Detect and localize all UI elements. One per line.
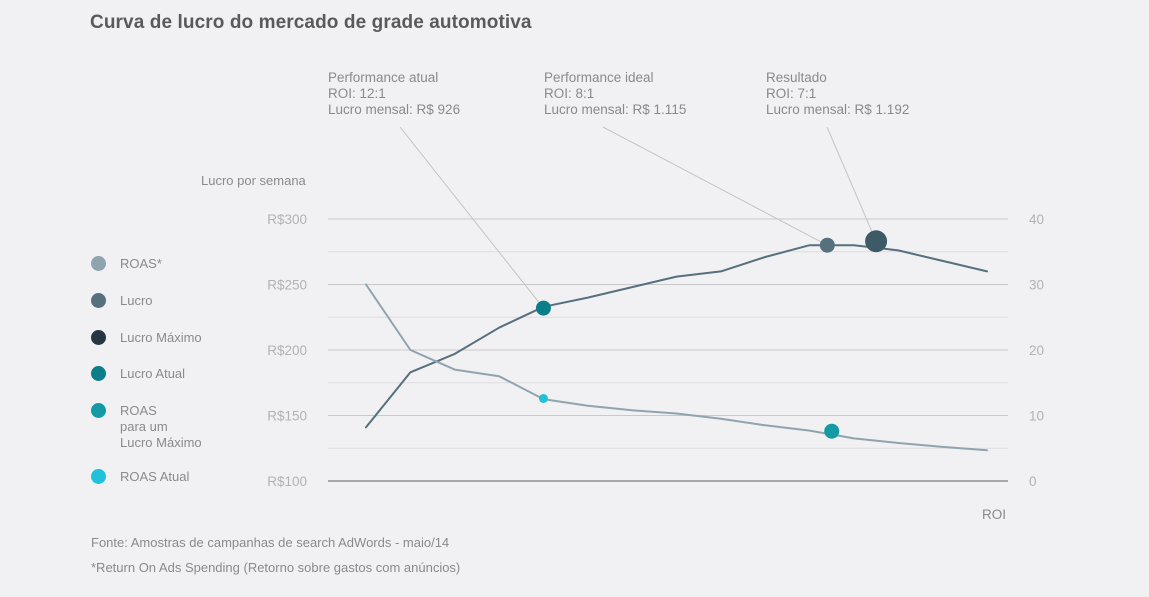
legend-label: Lucro Máximo — [120, 330, 202, 345]
callout-heading: Resultado — [766, 70, 827, 85]
marker-resultado — [865, 230, 888, 253]
y-tick-label-right: 0 — [1029, 474, 1037, 489]
y-tick-label-left: R$150 — [267, 409, 307, 424]
legend-label: ROAS Atual — [120, 469, 190, 484]
callout-performance-ideal: Performance ideal ROI: 8:1 Lucro mensal:… — [544, 70, 686, 118]
series-line-roas — [365, 283, 988, 452]
callout-lucro: Lucro mensal: R$ 926 — [328, 102, 461, 117]
callout-leader-line — [602, 126, 828, 246]
legend-label: Lucro — [120, 293, 153, 308]
callout-leader-line — [826, 126, 877, 242]
y-tick-label-left: R$300 — [267, 212, 307, 227]
legend-label: Lucro Atual — [120, 366, 186, 381]
callout-roi: ROI: 8:1 — [544, 86, 595, 101]
marker-lucro-atual — [535, 300, 551, 316]
y-axis-title: Lucro por semana — [201, 173, 306, 188]
callout-resultado: Resultado ROI: 7:1 Lucro mensal: R$ 1.19… — [766, 70, 909, 118]
y-tick-label-left: R$250 — [267, 278, 307, 293]
y-tick-label-right: 20 — [1029, 343, 1044, 358]
y-tick-label-right: 10 — [1029, 409, 1044, 424]
legend-swatch — [91, 366, 106, 381]
series-line-lucro — [365, 244, 988, 429]
callout-roi: ROI: 7:1 — [766, 86, 817, 101]
marker-roas-atual — [538, 393, 548, 403]
marker-roas-para-um-lucro-maximo — [824, 423, 840, 439]
callout-leader-line — [399, 126, 544, 309]
callout-lucro: Lucro mensal: R$ 1.115 — [544, 102, 687, 117]
y-tick-label-left: R$200 — [267, 343, 307, 358]
legend-label: ROAS* — [120, 256, 162, 271]
marker-lucro-maximo — [819, 237, 835, 253]
callout-heading: Performance ideal — [544, 70, 654, 85]
y-tick-label-right: 40 — [1029, 212, 1044, 227]
legend-label: ROAS para um Lucro Máximo — [120, 403, 202, 450]
y-tick-label-right: 30 — [1029, 278, 1044, 293]
callout-roi: ROI: 12:1 — [328, 86, 386, 101]
legend-swatch — [91, 293, 106, 308]
legend-swatch — [91, 469, 106, 484]
x-axis-title: ROI — [982, 507, 1006, 522]
legend-swatch — [91, 256, 106, 271]
legend-swatch — [91, 330, 106, 345]
callout-performance-atual: Performance atual ROI: 12:1 Lucro mensal… — [328, 70, 460, 118]
y-tick-label-left: R$100 — [267, 474, 307, 489]
callout-lucro: Lucro mensal: R$ 1.192 — [766, 102, 910, 117]
chart-title: Curva de lucro do mercado de grade autom… — [90, 12, 532, 33]
footer-note: *Return On Ads Spending (Retorno sobre g… — [91, 560, 461, 575]
footer-source: Fonte: Amostras de campanhas de search A… — [91, 535, 450, 550]
callout-heading: Performance atual — [328, 70, 439, 85]
legend-swatch — [91, 403, 106, 418]
